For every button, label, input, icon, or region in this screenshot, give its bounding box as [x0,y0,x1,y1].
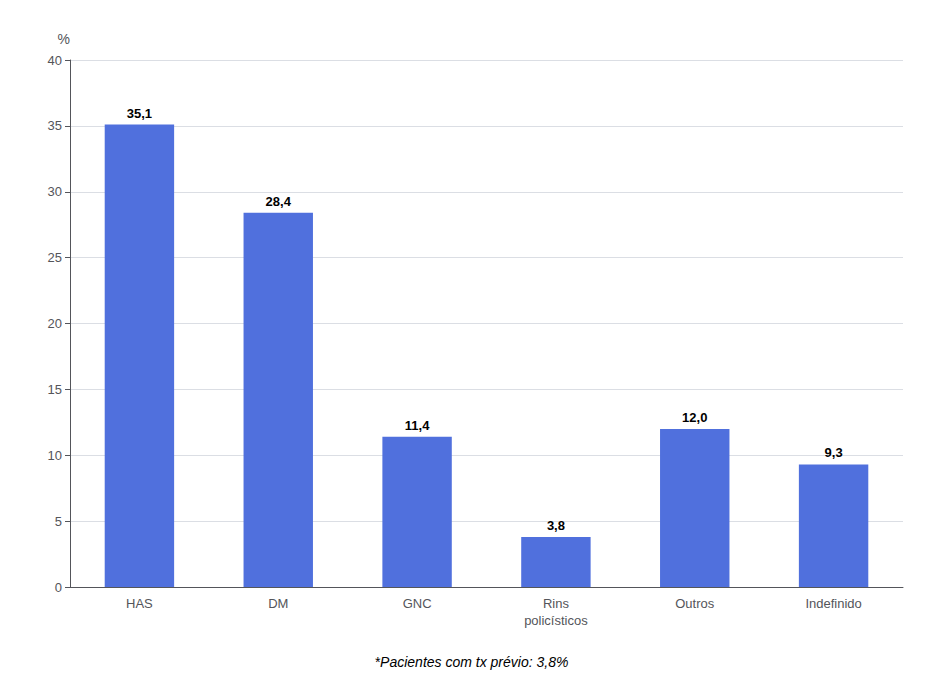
svg-text:*Pacientes com tx prévio: 3,8%: *Pacientes com tx prévio: 3,8% [375,654,569,670]
svg-text:5: 5 [55,514,62,529]
svg-text:20: 20 [48,316,62,331]
svg-text:30: 30 [48,184,62,199]
svg-text:28,4: 28,4 [266,194,292,209]
svg-text:Indefinido: Indefinido [805,596,861,611]
svg-text:DM: DM [268,596,288,611]
svg-text:HAS: HAS [126,596,153,611]
svg-text:GNC: GNC [403,596,432,611]
svg-text:35: 35 [48,118,62,133]
svg-text:11,4: 11,4 [405,418,430,433]
svg-text:40: 40 [48,53,62,68]
svg-text:12,0: 12,0 [682,410,707,425]
svg-text:Outros: Outros [675,596,715,611]
svg-text:15: 15 [48,382,62,397]
svg-text:policísticos: policísticos [524,613,588,628]
svg-text:35,1: 35,1 [127,106,152,121]
svg-text:3,8: 3,8 [547,518,565,533]
svg-text:9,3: 9,3 [825,445,843,460]
svg-text:10: 10 [48,448,62,463]
svg-text:0: 0 [55,580,62,595]
svg-text:Rins: Rins [543,596,570,611]
svg-text:%: % [58,31,70,47]
svg-text:25: 25 [48,250,62,265]
